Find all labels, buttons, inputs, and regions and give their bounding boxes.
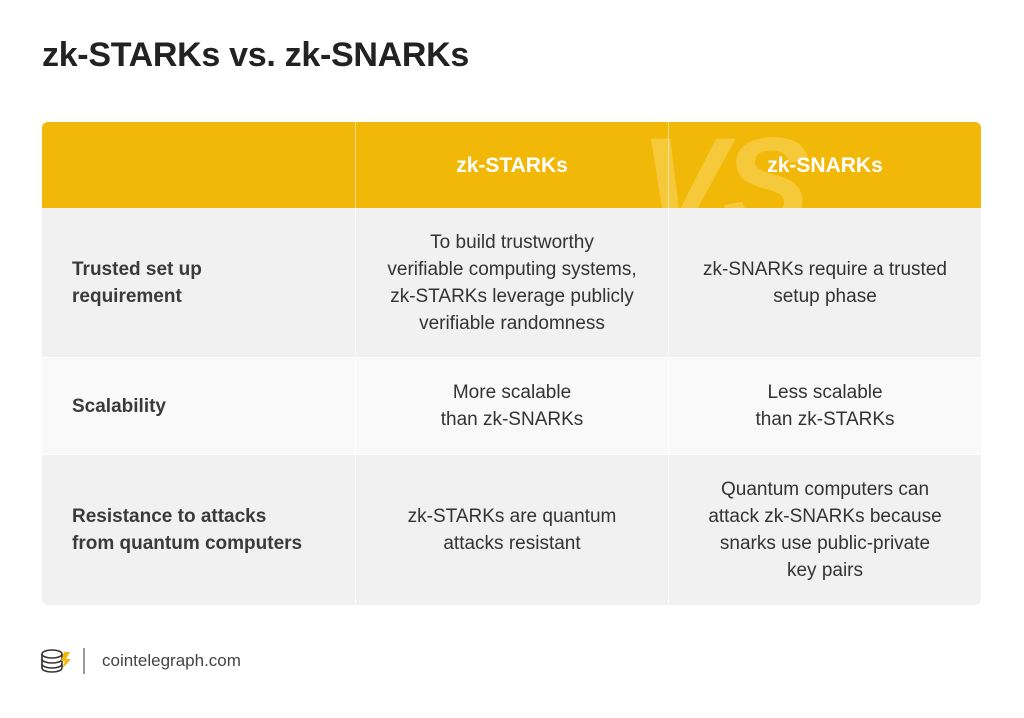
text-line: attack zk-SNARKs because — [708, 506, 942, 527]
comparison-table: VS. zk-STARKs zk-SNARKs Trusted set up req… — [42, 122, 981, 605]
table-cell: Less scalable than zk-STARKs — [668, 358, 981, 454]
column-header: zk-STARKs — [355, 122, 668, 208]
watermark: VS. — [640, 122, 842, 208]
text-line: zk-STARKs are quantum — [407, 506, 617, 527]
divider — [83, 648, 85, 674]
text-line: zk-STARKs leverage publicly — [390, 285, 634, 307]
text-line: Resistance to attacks — [72, 506, 267, 527]
text-line: requirement — [72, 285, 182, 307]
text-line: attacks resistant — [443, 533, 581, 554]
table-row: Trusted set up requirement To build trustw… — [42, 208, 981, 357]
table-cell: zk-SNARKs require a trusted setup phase — [668, 208, 981, 357]
row-label: Trusted set up requirement — [42, 208, 355, 357]
column-header: zk-SNARKs — [668, 122, 981, 208]
source: cointelegraph.com — [102, 651, 241, 670]
text-line: from quantum computers — [72, 533, 303, 554]
text-line: setup phase — [773, 285, 877, 307]
text-line: than zk-SNARKs — [440, 409, 584, 430]
header-cell — [42, 122, 355, 208]
logo — [41, 649, 71, 673]
row-label: Resistance to attacks from quantum comput… — [42, 455, 355, 605]
text-line: More scalable — [452, 382, 572, 403]
text-line: Less scalable — [767, 382, 883, 403]
row-label: Scalability — [42, 358, 355, 454]
table-cell: Quantum computers can attack zk-SNARKs be… — [668, 455, 981, 605]
text-line: key pairs — [786, 560, 864, 581]
footer: cointelegraph.com — [40, 646, 241, 676]
text-line: Quantum computers can — [720, 479, 930, 500]
text-line: Scalability — [72, 395, 166, 417]
header-row: VS. zk-STARKs zk-SNARKs — [42, 122, 981, 208]
table-row: Scalability More scalable than zk-SNARKs Le… — [42, 357, 981, 454]
text-line: verifiable randomness — [419, 312, 605, 334]
table-cell: zk-STARKs are quantum attacks resistant — [355, 455, 668, 605]
text-line: verifiable computing systems, — [387, 258, 637, 280]
table-cell: To build trustworthy verifiable computing… — [355, 208, 668, 357]
text-line: than zk-STARKs — [755, 409, 895, 430]
text-line: zk-SNARKs require a trusted — [703, 258, 947, 280]
title: zk-STARKs vs. zk-SNARKs — [42, 36, 470, 74]
table-cell: More scalable than zk-SNARKs — [355, 358, 668, 454]
table-row: Resistance to attacks from quantum comput… — [42, 454, 981, 605]
text-line: snarks use public-private — [719, 533, 931, 554]
text-line: Trusted set up — [72, 258, 202, 280]
text-line: To build trustworthy — [430, 231, 594, 253]
